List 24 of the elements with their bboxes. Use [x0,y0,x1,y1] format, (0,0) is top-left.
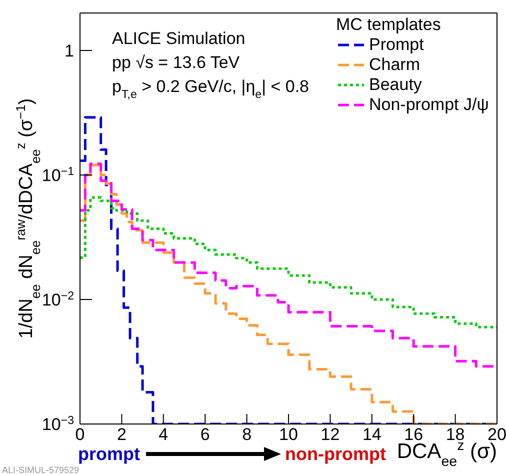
annotation: p$_{T,e}$ > 0.2 GeV/c, |η$_{e}$| < 0.8 [112,77,310,101]
x-tick-label: 4 [158,425,168,444]
y-tick-label: 10$^{−2}$ [42,290,74,310]
legend-label: Prompt [369,35,424,54]
y-tick-label: 10$^{−3}$ [42,415,74,434]
x-tick-label: 8 [242,425,252,444]
y-tick-label: 10$^{−1}$ [42,166,74,185]
x-tick-label: 12 [320,425,340,444]
annotation: pp √s = 13.6 TeV [112,53,240,72]
legend-label: Charm [369,55,420,74]
text: ALI-SIMUL-579529 [2,465,80,475]
x-tick-label: 16 [404,425,424,444]
x-tick-label: 14 [362,425,382,444]
legend-label: Non-prompt J/ψ [369,95,489,114]
annotation: ALICE Simulation [112,29,246,48]
legend-label: Beauty [369,75,422,94]
x-tick-label: 0 [75,425,85,444]
legend-title: MC templates [336,15,441,34]
text: prompt [78,444,140,464]
text: non-prompt [285,444,386,464]
x-tick-label: 10 [279,425,298,444]
x-tick-label: 2 [116,425,126,444]
y-tick-label: 1 [64,41,74,60]
x-tick-label: 6 [200,425,210,444]
